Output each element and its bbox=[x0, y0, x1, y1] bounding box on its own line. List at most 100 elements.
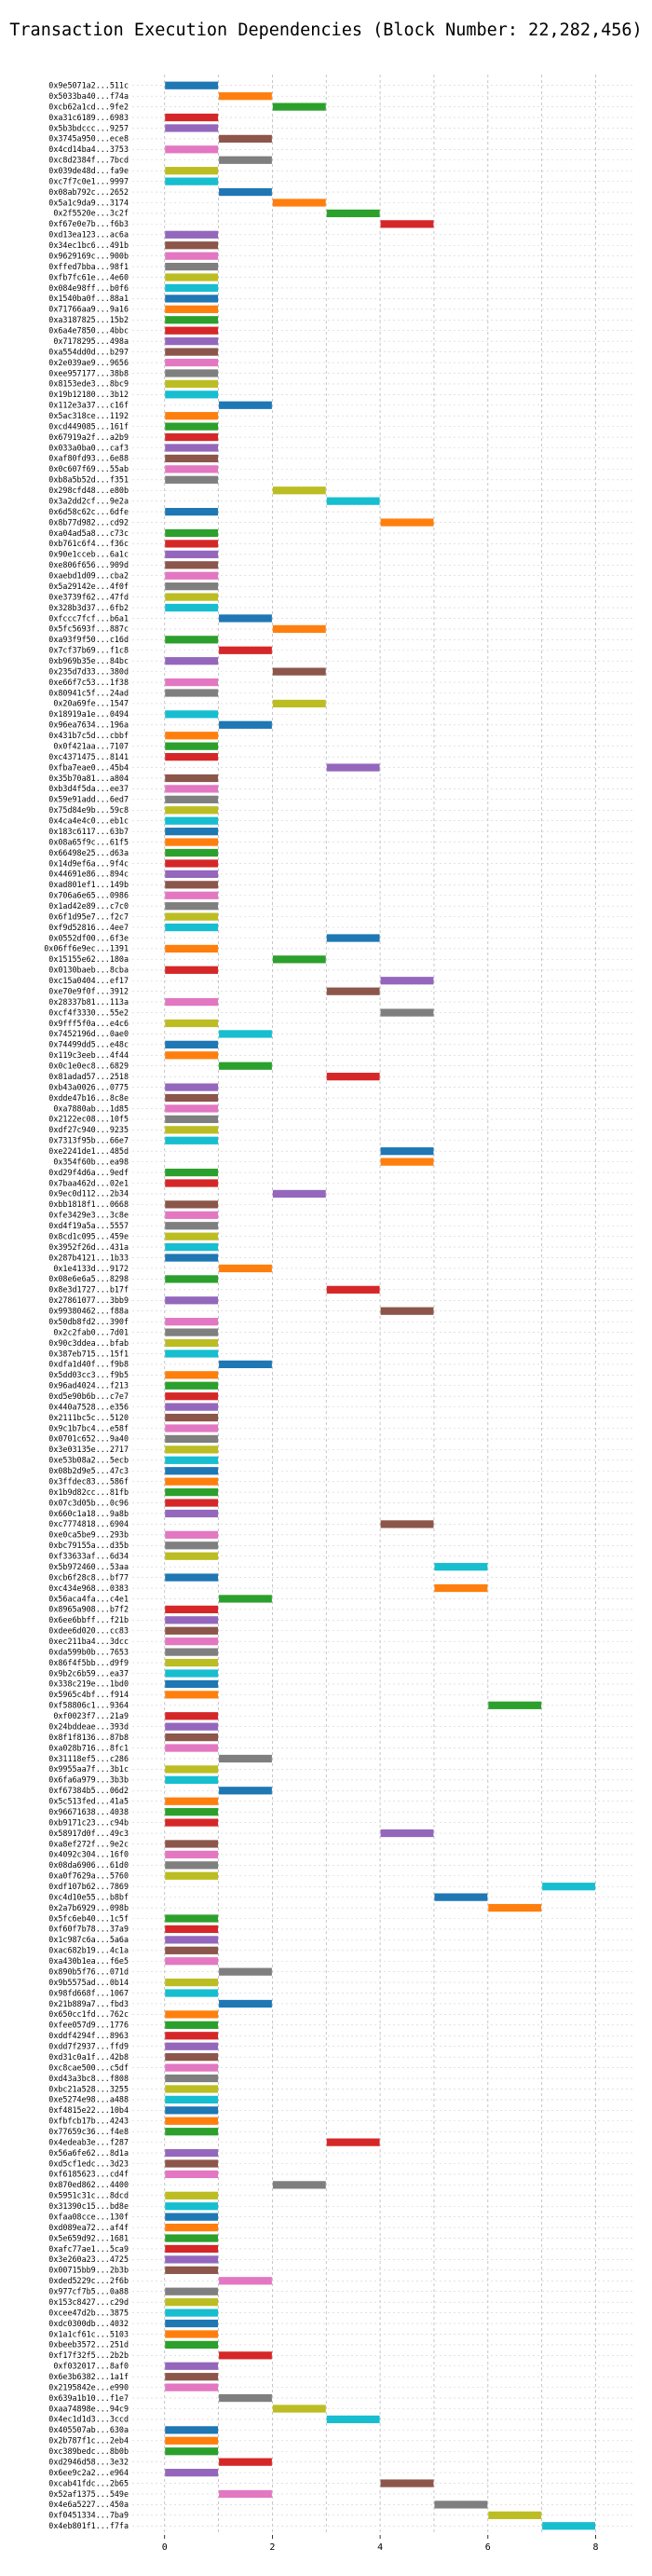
y-tick-label: 0xcee47d2b...3875 bbox=[48, 2308, 129, 2317]
dependency-bar bbox=[165, 1733, 219, 1742]
y-tick-label: 0xdc0300db...4032 bbox=[48, 2319, 129, 2328]
x-tick-label: 6 bbox=[485, 2542, 491, 2553]
dependency-bar bbox=[165, 603, 219, 612]
y-tick-label: 0x1c987c6a...5a6a bbox=[48, 1935, 129, 1944]
dependency-bar bbox=[165, 1126, 219, 1134]
dependency-bar bbox=[326, 2415, 380, 2424]
dependency-bar bbox=[165, 912, 219, 921]
y-tick-label: 0xaf80fd93...6e88 bbox=[48, 454, 129, 463]
y-tick-label: 0xdf107b62...7869 bbox=[48, 1882, 129, 1891]
y-tick-label: 0x5fc5693f...887c bbox=[48, 624, 129, 634]
y-tick-label: 0x405507ab...630a bbox=[48, 2425, 129, 2434]
dependency-bar bbox=[165, 432, 219, 442]
dependency-bar bbox=[165, 465, 219, 473]
y-tick-label: 0xfaa08cce...130f bbox=[48, 2212, 129, 2221]
y-tick-label: 0xcf4f3330...55e2 bbox=[48, 1007, 129, 1017]
dependency-bar bbox=[165, 273, 219, 281]
y-tick-label: 0xac682b19...4c1a bbox=[48, 1946, 129, 1955]
dependency-bar bbox=[165, 1136, 219, 1144]
y-tick-label: 0xaebd1d09...cba2 bbox=[48, 571, 129, 581]
y-tick-label: 0xd13ea123...ac6a bbox=[48, 230, 129, 240]
y-tick-label: 0x90c3ddea...bfab bbox=[48, 1338, 129, 1348]
y-tick-label: 0xf17f32f5...2b2b bbox=[48, 2350, 129, 2360]
y-tick-label: 0x8cd1c095...459e bbox=[48, 1231, 129, 1240]
dependency-bar bbox=[165, 752, 219, 761]
dependency-bar bbox=[272, 486, 326, 495]
dependency-bar bbox=[165, 1446, 219, 1454]
x-tick-label: 4 bbox=[377, 2542, 383, 2553]
dependency-bar bbox=[219, 1264, 272, 1273]
dependency-bar bbox=[326, 2138, 380, 2146]
dependency-bar bbox=[165, 2074, 219, 2083]
y-tick-label: 0xa7880ab...1d85 bbox=[53, 1103, 129, 1113]
dependency-bar bbox=[219, 614, 272, 623]
y-tick-label: 0xd089ea72...af4f bbox=[48, 2223, 129, 2232]
dependency-bar bbox=[165, 283, 219, 293]
dependency-bar bbox=[219, 2458, 272, 2466]
y-tick-label: 0xfba7eae0...45b4 bbox=[48, 762, 129, 772]
dependency-bar bbox=[165, 1775, 219, 1784]
y-tick-label: 0x4edeab3e...f287 bbox=[48, 2137, 129, 2146]
y-tick-label: 0x3745a950...ece8 bbox=[48, 134, 129, 144]
dependency-bar bbox=[380, 1158, 434, 1166]
dependency-bar bbox=[165, 2468, 219, 2477]
y-tick-label: 0x5a29142e...4f0f bbox=[48, 582, 129, 591]
y-tick-label: 0x2e039ae9...9656 bbox=[48, 358, 129, 367]
y-tick-label: 0xddf4294f...8963 bbox=[48, 2031, 129, 2040]
y-tick-label: 0x74499dd5...e48c bbox=[48, 1040, 129, 1049]
dependency-bar bbox=[165, 124, 219, 132]
y-tick-label: 0xfccc7fcf...b6a1 bbox=[48, 613, 129, 623]
y-tick-label: 0x1540ba0f...88a1 bbox=[48, 294, 129, 303]
y-tick-label: 0x2122ec08...10f5 bbox=[48, 1115, 129, 1124]
y-tick-label: 0x2b787f1c...2eb4 bbox=[48, 2436, 129, 2446]
y-tick-label: 0xbc79155a...d35b bbox=[48, 1541, 129, 1550]
y-tick-label: 0x706a6e65...0986 bbox=[48, 891, 129, 900]
y-tick-label: 0xdee6d020...cc83 bbox=[48, 1626, 129, 1636]
y-tick-label: 0x80941c5f...24ad bbox=[48, 688, 129, 697]
dependency-bar bbox=[165, 1722, 219, 1731]
dependency-bar bbox=[165, 997, 219, 1007]
y-tick-label: 0xb43a0026...0775 bbox=[48, 1082, 129, 1091]
dependency-bar bbox=[326, 1285, 380, 1294]
y-tick-label: 0x6f1d95e7...f2c7 bbox=[48, 911, 129, 921]
dependency-bar bbox=[165, 1019, 219, 1028]
y-tick-label: 0x75d84e9b...59c8 bbox=[48, 805, 129, 815]
dependency-bar bbox=[165, 816, 219, 825]
y-tick-label: 0x890b5f76...071d bbox=[48, 1966, 129, 1976]
y-tick-label: 0x19b12180...3b12 bbox=[48, 390, 129, 399]
dependency-bar bbox=[272, 624, 326, 634]
dependency-bar bbox=[326, 1073, 380, 1081]
y-tick-label: 0xf9d52816...4ee7 bbox=[48, 923, 129, 932]
dependency-bar bbox=[165, 1168, 219, 1177]
y-tick-label: 0x6fa6a979...3b3b bbox=[48, 1775, 129, 1785]
y-tick-label: 0x2111bc5c...5120 bbox=[48, 1413, 129, 1422]
y-tick-label: 0x9ec0d112...2b34 bbox=[48, 1189, 129, 1199]
dependency-bar bbox=[165, 1211, 219, 1219]
y-tick-label: 0x99380462...f88a bbox=[48, 1307, 129, 1316]
dependency-bar bbox=[165, 593, 219, 601]
dependency-bar bbox=[165, 1669, 219, 1678]
dependency-bar bbox=[380, 1829, 434, 1838]
y-tick-label: 0x0f421aa...7107 bbox=[53, 741, 129, 750]
y-tick-label: 0xe70e9f0f...3912 bbox=[48, 986, 129, 995]
y-tick-label: 0x14d9ef6a...9f4c bbox=[48, 858, 129, 868]
dependency-bar bbox=[165, 1328, 219, 1336]
dependency-bar bbox=[165, 454, 219, 463]
dependency-bar bbox=[219, 2277, 272, 2285]
y-tick-label: 0x1ad42e89...c7c0 bbox=[48, 901, 129, 911]
dependency-bar bbox=[165, 561, 219, 569]
dependency-bar bbox=[165, 1797, 219, 1805]
y-tick-label: 0x6a4e7850...4bbc bbox=[48, 326, 129, 336]
y-tick-label: 0xb761c6f4...f36c bbox=[48, 539, 129, 548]
y-tick-label: 0xcb6f28c8...bf77 bbox=[48, 1572, 129, 1582]
y-tick-label: 0x31118ef5...c286 bbox=[48, 1754, 129, 1763]
dependency-bar bbox=[219, 1595, 272, 1603]
y-tick-label: 0xfee057d9...1776 bbox=[48, 2021, 129, 2030]
dependency-bar bbox=[165, 540, 219, 548]
y-tick-label: 0xc434e968...0383 bbox=[48, 1583, 129, 1593]
dependency-bar bbox=[165, 2436, 219, 2445]
dependency-bar bbox=[165, 859, 219, 868]
dependency-bar bbox=[326, 763, 380, 772]
dependency-bar bbox=[165, 806, 219, 815]
y-tick-label: 0xcd449085...161f bbox=[48, 421, 129, 431]
